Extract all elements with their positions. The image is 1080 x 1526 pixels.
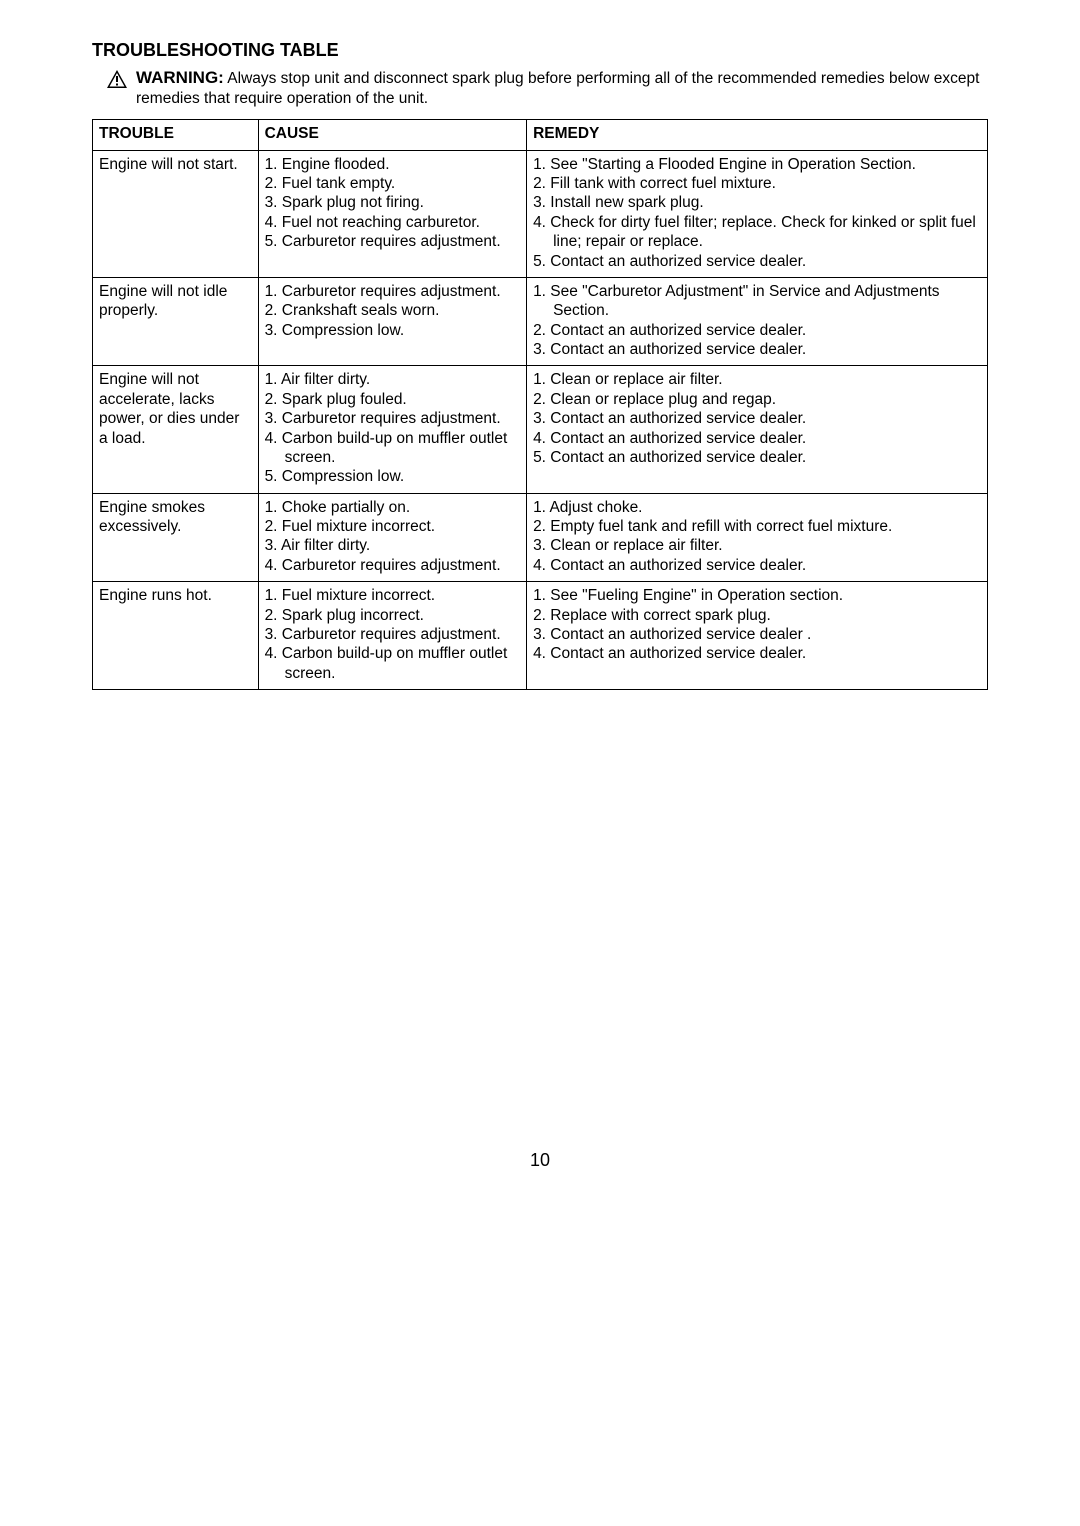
cell-remedy: 1. See "Starting a Flooded Engine in Ope… <box>527 150 988 277</box>
cell-remedy: 1. Clean or replace air filter.2. Clean … <box>527 366 988 493</box>
warning-icon <box>106 69 128 94</box>
warning-body: Always stop unit and disconnect spark pl… <box>136 70 979 107</box>
cell-cause: 1. Air filter dirty.2. Spark plug fouled… <box>258 366 527 493</box>
cell-trouble: Engine smokes excessively. <box>93 493 259 582</box>
table-row: Engine will not idle properly.1. Carbure… <box>93 277 988 366</box>
cell-trouble: Engine will not start. <box>93 150 259 277</box>
cell-cause: 1. Carburetor requires adjustment.2. Cra… <box>258 277 527 366</box>
table-row: Engine smokes excessively.1. Choke parti… <box>93 493 988 582</box>
header-remedy: REMEDY <box>527 120 988 150</box>
table-row: Engine will not start.1. Engine flooded.… <box>93 150 988 277</box>
warning-block: WARNING: Always stop unit and disconnect… <box>92 67 988 109</box>
cell-remedy: 1. See "Carburetor Adjustment" in Servic… <box>527 277 988 366</box>
cell-cause: 1. Choke partially on.2. Fuel mixture in… <box>258 493 527 582</box>
table-header-row: TROUBLE CAUSE REMEDY <box>93 120 988 150</box>
warning-label: WARNING: <box>136 68 224 87</box>
section-heading: TROUBLESHOOTING TABLE <box>92 40 988 61</box>
cell-cause: 1. Engine flooded.2. Fuel tank empty.3. … <box>258 150 527 277</box>
troubleshooting-table: TROUBLE CAUSE REMEDY Engine will not sta… <box>92 119 988 690</box>
cell-cause: 1. Fuel mixture incorrect.2. Spark plug … <box>258 582 527 690</box>
header-cause: CAUSE <box>258 120 527 150</box>
cell-trouble: Engine will not idle properly. <box>93 277 259 366</box>
cell-remedy: 1. Adjust choke.2. Empty fuel tank and r… <box>527 493 988 582</box>
table-row: Engine runs hot.1. Fuel mixture incorrec… <box>93 582 988 690</box>
warning-text: WARNING: Always stop unit and disconnect… <box>136 67 988 109</box>
table-row: Engine will not accelerate, lacks power,… <box>93 366 988 493</box>
page-number: 10 <box>92 1150 988 1171</box>
cell-trouble: Engine runs hot. <box>93 582 259 690</box>
cell-trouble: Engine will not accelerate, lacks power,… <box>93 366 259 493</box>
header-trouble: TROUBLE <box>93 120 259 150</box>
cell-remedy: 1. See "Fueling Engine" in Operation sec… <box>527 582 988 690</box>
